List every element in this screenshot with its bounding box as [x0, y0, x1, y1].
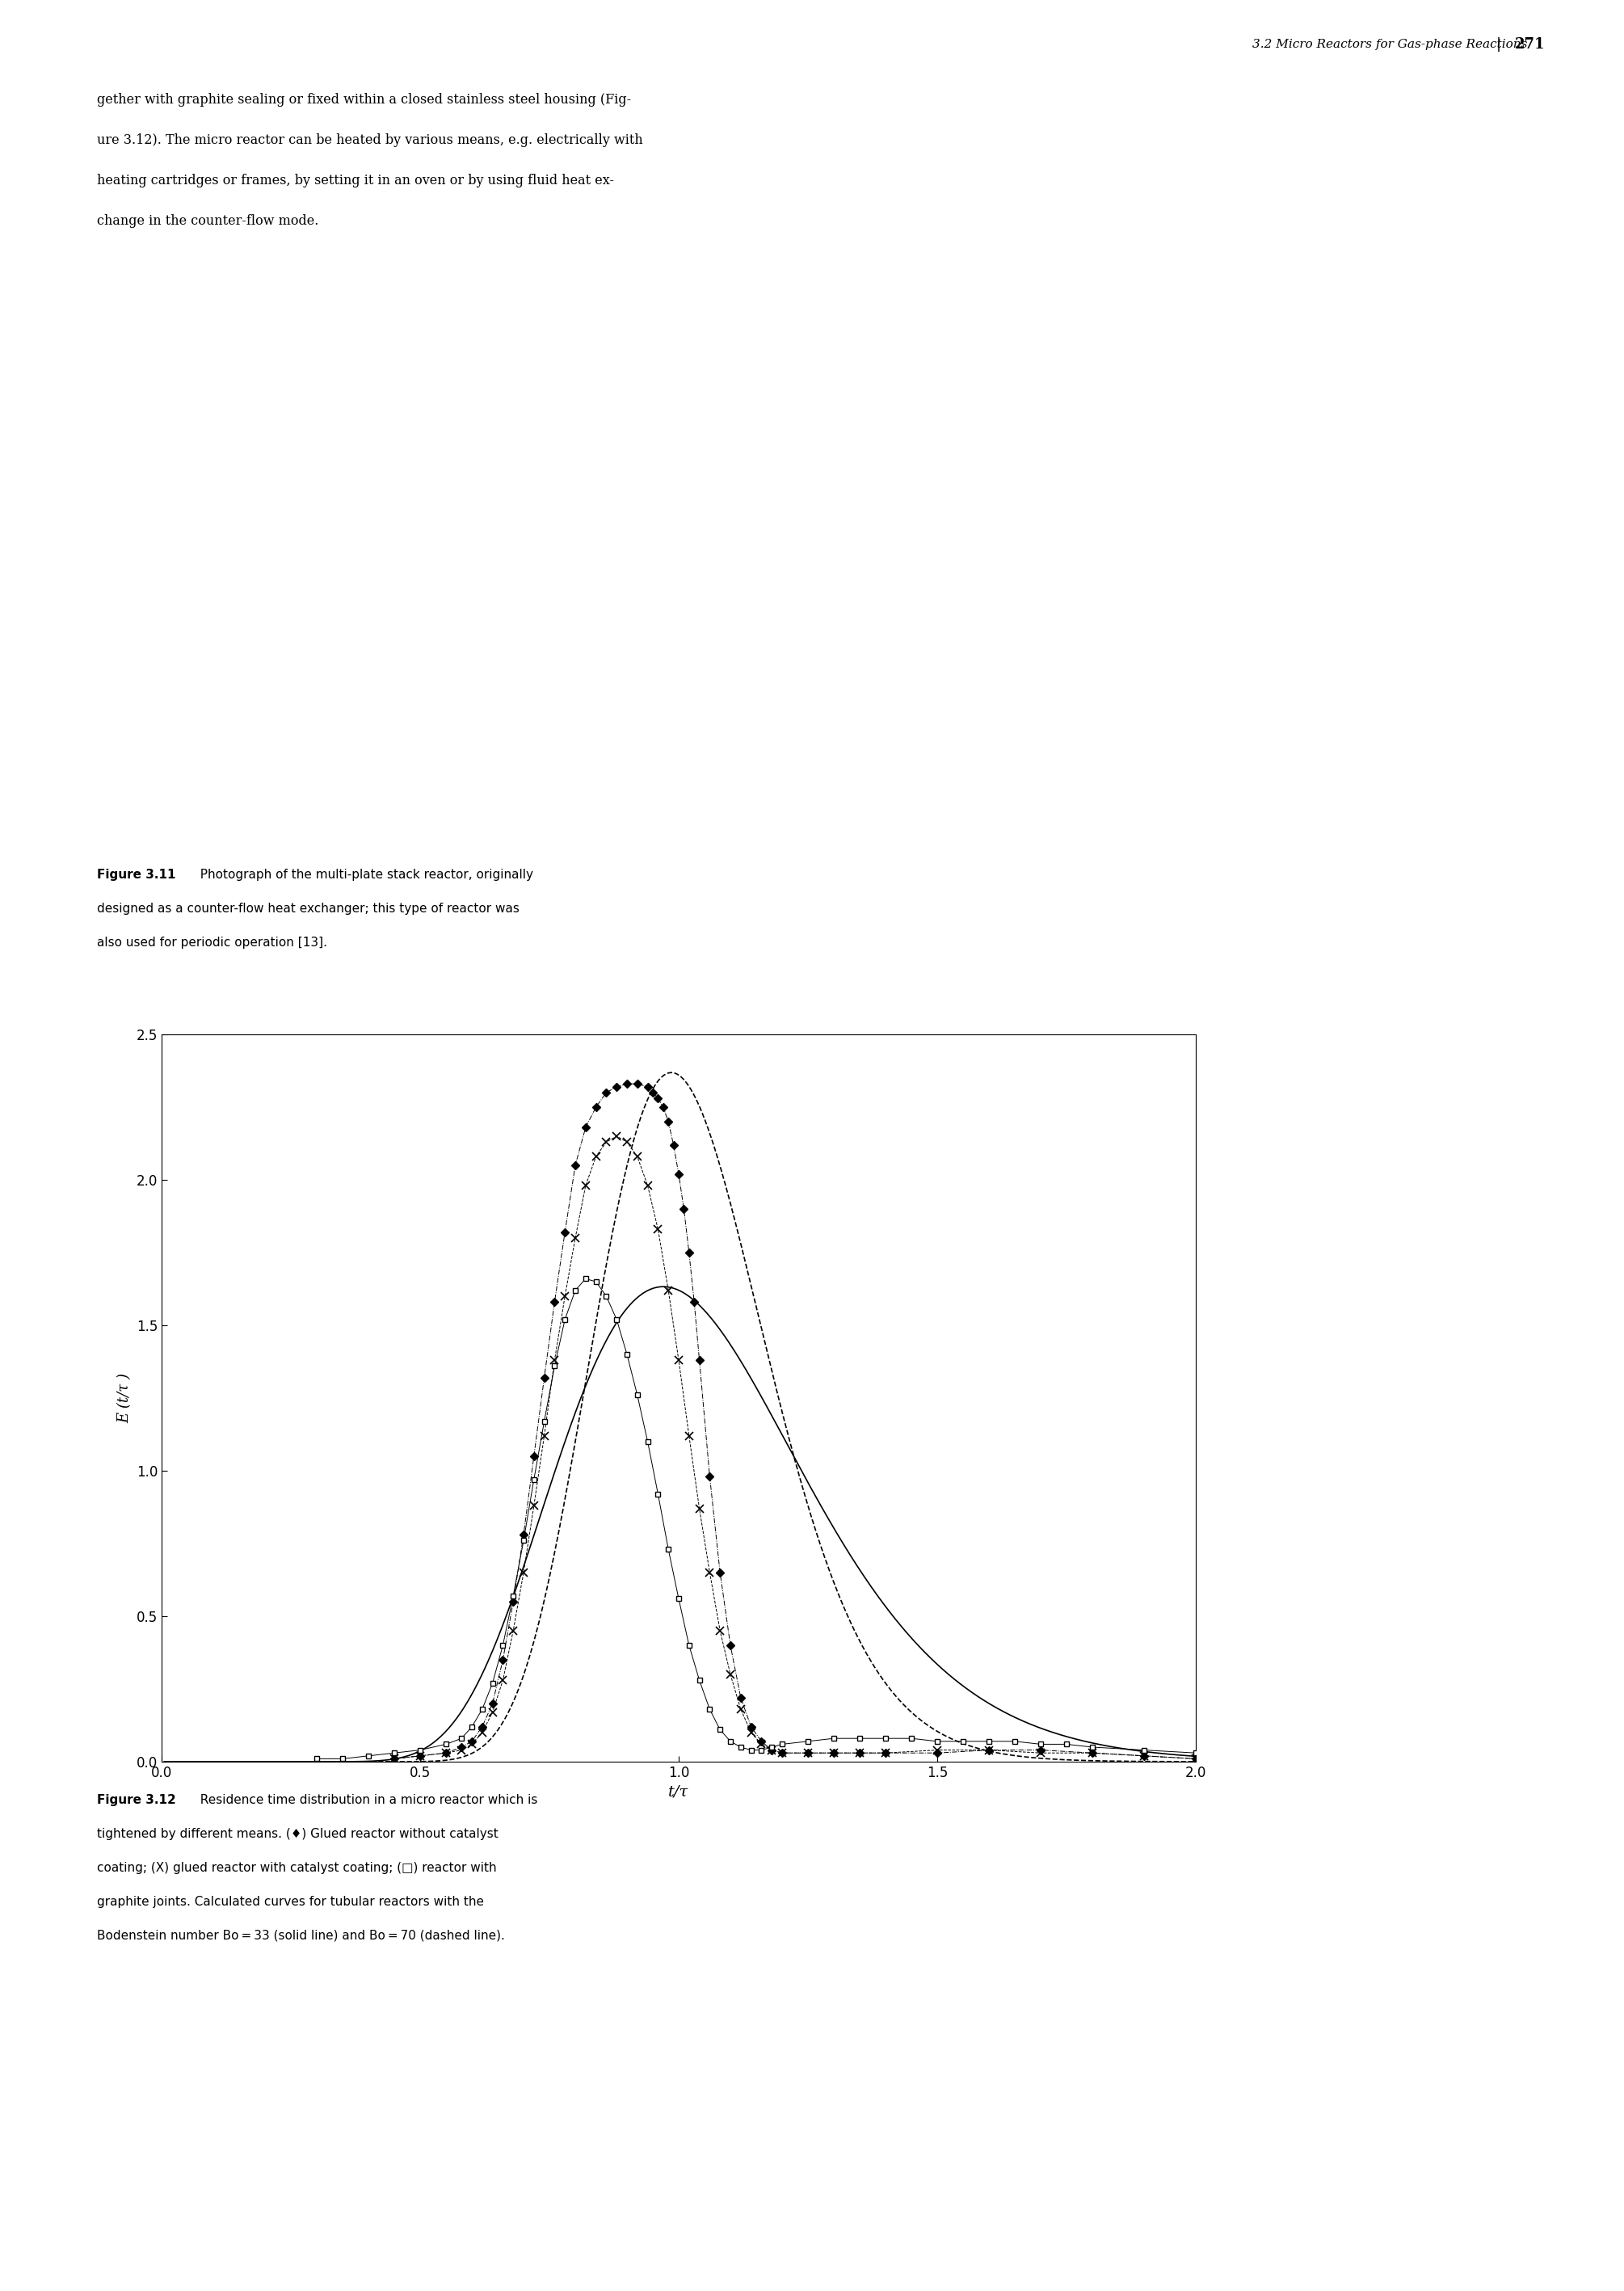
- Text: Figure 3.11: Figure 3.11: [97, 868, 175, 880]
- Text: change in the counter-flow mode.: change in the counter-flow mode.: [97, 213, 318, 227]
- Text: Photograph of the multi-plate stack reactor, originally: Photograph of the multi-plate stack reac…: [192, 868, 533, 880]
- Y-axis label: E (t/τ ): E (t/τ ): [117, 1372, 132, 1423]
- Text: coating; (X) glued reactor with catalyst coating; (□) reactor with: coating; (X) glued reactor with catalyst…: [97, 1863, 497, 1874]
- Text: also used for periodic operation [13].: also used for periodic operation [13].: [97, 937, 326, 948]
- Text: ure 3.12). The micro reactor can be heated by various means, e.g. electrically w: ure 3.12). The micro reactor can be heat…: [97, 133, 643, 147]
- Text: 271: 271: [1515, 37, 1544, 53]
- Text: Residence time distribution in a micro reactor which is: Residence time distribution in a micro r…: [192, 1794, 538, 1805]
- X-axis label: t/τ: t/τ: [669, 1785, 689, 1798]
- Text: graphite joints. Calculated curves for tubular reactors with the: graphite joints. Calculated curves for t…: [97, 1897, 484, 1908]
- Text: 3.2 Micro Reactors for Gas-phase Reactions: 3.2 Micro Reactors for Gas-phase Reactio…: [1252, 39, 1528, 50]
- Text: Bodenstein number Bo = 33 (solid line) and Bo = 70 (dashed line).: Bodenstein number Bo = 33 (solid line) a…: [97, 1929, 505, 1943]
- Text: gether with graphite sealing or fixed within a closed stainless steel housing (F: gether with graphite sealing or fixed wi…: [97, 94, 632, 108]
- Text: |: |: [1496, 37, 1501, 53]
- Text: designed as a counter-flow heat exchanger; this type of reactor was: designed as a counter-flow heat exchange…: [97, 903, 520, 914]
- Text: tightened by different means. (♦) Glued reactor without catalyst: tightened by different means. (♦) Glued …: [97, 1828, 499, 1840]
- Text: Figure 3.12: Figure 3.12: [97, 1794, 175, 1805]
- Text: heating cartridges or frames, by setting it in an oven or by using fluid heat ex: heating cartridges or frames, by setting…: [97, 174, 614, 188]
